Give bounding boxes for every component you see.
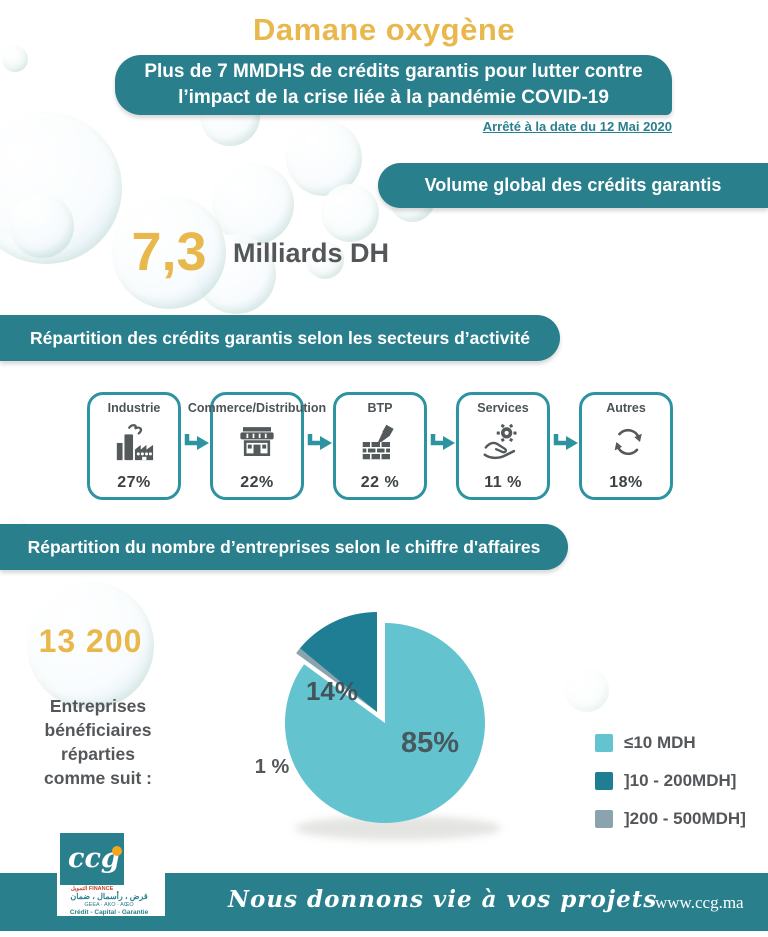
- sectors-banner: Répartition des crédits garantis selon l…: [0, 315, 560, 361]
- sector-label: BTP: [367, 401, 393, 415]
- description-line: Entreprises: [49, 696, 147, 716]
- legend-item: ]10 - 200MDH]: [595, 771, 746, 791]
- pie-chart: [284, 612, 501, 840]
- legend-label: ]10 - 200MDH]: [624, 771, 737, 790]
- cycle-arrows-icon: [605, 422, 647, 467]
- hand-gear-icon: [481, 422, 525, 467]
- companies-description: Entreprises bénéficiaires réparties comm…: [8, 694, 188, 790]
- arrow-right-icon: [183, 430, 209, 461]
- pie-slice-85: [284, 623, 485, 823]
- ccg-logo-mark: ccg: [60, 833, 124, 885]
- ccg-logo: ccg التمويل FINANCE قرض ، رأسمال ، ضمان …: [57, 828, 165, 916]
- sector-value: 27%: [117, 474, 151, 491]
- bubble: [112, 195, 226, 309]
- sector-card-services: Services 11 %: [456, 392, 550, 500]
- sector-label: Industrie: [107, 401, 161, 415]
- pie-shadow: [295, 816, 501, 840]
- legend-item: ≤10 MDH: [595, 733, 746, 753]
- bubble: [286, 120, 362, 196]
- companies-count: 13 200: [38, 623, 143, 659]
- pie-legend: ≤10 MDH ]10 - 200MDH] ]200 - 500MDH]: [595, 733, 746, 847]
- companies-banner: Répartition du nombre d’entreprises selo…: [0, 524, 568, 570]
- legend-label: ≤10 MDH: [624, 733, 696, 752]
- logo-line-tifinagh: GEEA · AKO · AŒO: [84, 902, 134, 908]
- description-line: bénéficiaires: [44, 720, 152, 740]
- pie-label-85: 85%: [400, 727, 460, 759]
- bubble: [2, 46, 28, 72]
- date-note-link[interactable]: Arrêté à la date du 12 Mai 2020: [482, 119, 672, 134]
- pie-slice-1: [296, 648, 377, 712]
- sector-label: Services: [477, 401, 529, 415]
- ccg-monogram: ccg: [68, 843, 120, 874]
- volume-banner: Volume global des crédits garantis: [378, 163, 768, 208]
- bubble: [321, 184, 379, 242]
- pie-label-14: 14%: [305, 676, 359, 706]
- sector-label: Commerce/Distribution: [187, 401, 327, 415]
- pie-label-1: 1 %: [254, 756, 290, 778]
- sector-card-autres: Autres 18%: [579, 392, 673, 500]
- sector-value: 18%: [609, 474, 643, 491]
- arrow-right-icon: [306, 430, 332, 461]
- sector-card-btp: BTP 22 %: [333, 392, 427, 500]
- sector-value: 11 %: [484, 474, 522, 491]
- bubble: [212, 163, 294, 245]
- header-banner-line1: Plus de 7 MMDHS de crédits garantis pour…: [144, 61, 643, 82]
- legend-swatch-dark-teal: [595, 772, 613, 790]
- trowel-bricks-icon: [358, 422, 402, 467]
- footer-url[interactable]: www.ccg.ma: [655, 893, 744, 912]
- sector-label: Autres: [606, 401, 646, 415]
- sector-card-commerce: Commerce/Distribution 22%: [188, 392, 326, 500]
- footer-slogan: Nous donnons vie à vos projets: [228, 886, 658, 913]
- storefront-icon: [236, 425, 278, 464]
- sector-value: 22%: [240, 474, 274, 491]
- volume-unit: Milliards DH: [233, 238, 390, 268]
- legend-item: ]200 - 500MDH]: [595, 809, 746, 829]
- arrow-right-icon: [429, 430, 455, 461]
- legend-swatch-light-teal: [595, 734, 613, 752]
- sector-card-industrie: Industrie 27%: [87, 392, 181, 500]
- factory-icon: [111, 421, 157, 468]
- bubble: [565, 668, 609, 712]
- header-banner: Plus de 7 MMDHS de crédits garantis pour…: [115, 55, 672, 115]
- legend-label: ]200 - 500MDH]: [624, 809, 746, 828]
- page-title: Damane oxygène: [253, 12, 515, 47]
- legend-swatch-gray: [595, 810, 613, 828]
- bubble: [306, 241, 344, 279]
- pie-slice-14: [299, 612, 377, 712]
- volume-value: 7,3: [131, 222, 207, 282]
- logo-line-finance: التمويل FINANCE: [70, 886, 114, 892]
- bubble: [10, 194, 74, 258]
- arrow-right-icon: [552, 430, 578, 461]
- logo-line-arabic: قرض ، رأسمال ، ضمان: [70, 892, 148, 901]
- description-line: comme suit :: [44, 768, 152, 788]
- ccg-logo-dot: [112, 846, 122, 856]
- header-banner-line2: l’impact de la crise liée à la pandémie …: [178, 87, 609, 108]
- description-line: réparties: [61, 744, 135, 764]
- bubble: [27, 582, 154, 709]
- sector-value: 22 %: [360, 474, 400, 491]
- logo-line-french: Crédit - Capital - Garantie: [69, 909, 149, 916]
